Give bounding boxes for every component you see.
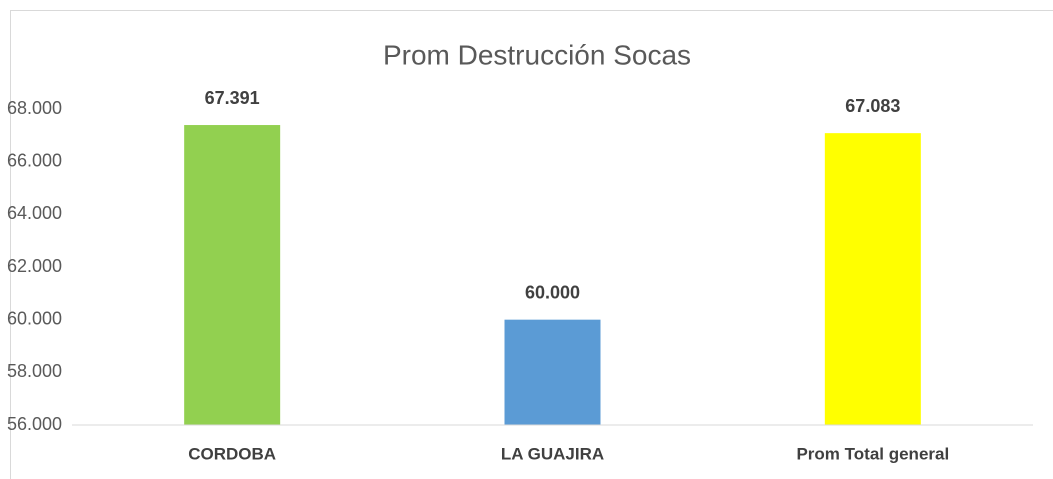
y-tick-label: 58.000: [7, 361, 62, 381]
chart-title: Prom Destrucción Socas: [383, 39, 691, 70]
y-tick-label: 64.000: [7, 203, 62, 223]
y-tick-label: 56.000: [7, 414, 62, 434]
x-tick-label: CORDOBA: [188, 444, 276, 463]
bar: [824, 133, 921, 426]
y-tick-label: 66.000: [7, 150, 62, 170]
value-label: 67.391: [205, 88, 260, 108]
bar: [184, 125, 281, 426]
value-label: 60.000: [525, 282, 580, 302]
value-label: 67.083: [845, 96, 900, 116]
x-tick-label: LA GUAJIRA: [501, 444, 604, 463]
y-tick-label: 62.000: [7, 256, 62, 276]
bar: [504, 319, 601, 425]
y-tick-label: 68.000: [7, 98, 62, 118]
y-tick-label: 60.000: [7, 308, 62, 328]
x-tick-label: Prom Total general: [796, 444, 949, 463]
